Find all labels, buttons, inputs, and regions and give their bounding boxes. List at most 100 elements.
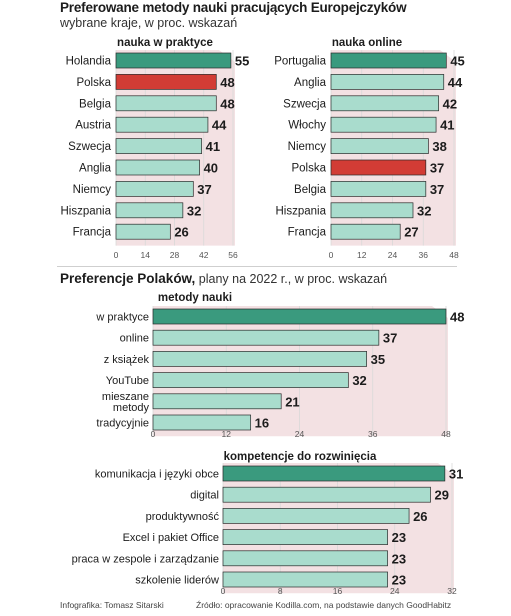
kompetencje-bar	[222, 571, 388, 588]
online-category-label: Polska	[291, 163, 326, 175]
praktyce-category-label: Anglia	[79, 163, 112, 175]
kompetencje-category-label: praca w zespole i zarządzanie	[72, 553, 219, 565]
metody-tick-label: 12	[222, 429, 232, 439]
praktyce-value-label: 40	[204, 161, 218, 176]
online-tick-label: 12	[357, 250, 367, 260]
kompetencje-value-label: 23	[392, 573, 406, 588]
online-value-label: 37	[430, 182, 444, 197]
praktyce-value-label: 55	[235, 54, 249, 69]
kompetencje-value-label: 29	[435, 488, 449, 503]
footer-source: Źródło: opracowanie Kodilla.com, na pods…	[196, 600, 452, 610]
kompetencje-bar	[222, 508, 410, 524]
section-title: Preferencje Polaków, plany na 2022 r., w…	[60, 271, 387, 286]
online-bar	[330, 138, 429, 154]
online-category-label: Belgia	[294, 184, 327, 196]
metody-category-label: tradycyjnie	[96, 418, 149, 430]
metody-category-label: mieszane metody	[102, 391, 150, 414]
chart-heading-online: nauka online	[331, 37, 403, 49]
kompetencje-tick-label: 8	[278, 586, 283, 596]
online-category-label: Anglia	[294, 77, 327, 89]
chart-title: Preferowane metody nauki pracujących Eur…	[60, 0, 407, 15]
praktyce-bar	[115, 159, 200, 176]
metody-tick-label: 0	[151, 429, 156, 439]
online-tick-label: 24	[388, 250, 398, 260]
online-bar	[330, 116, 437, 133]
metody-tick-label: 36	[368, 429, 378, 439]
kompetencje-bar	[222, 529, 388, 545]
praktyce-tick-label: 14	[141, 250, 151, 260]
divider	[57, 266, 457, 267]
praktyce-tick-label: 0	[114, 250, 119, 260]
metody-value-label: 16	[255, 416, 269, 431]
kompetencje-value-label: 26	[413, 509, 427, 524]
praktyce-bar	[115, 74, 217, 90]
chart-heading-metody: metody nauki	[157, 292, 233, 304]
kompetencje-category-label: szkolenie liderów	[135, 575, 219, 587]
chart-heading-praktyce: nauka w praktyce	[117, 37, 213, 49]
metody-category-label: online	[120, 333, 149, 345]
kompetencje-value-label: 23	[392, 551, 406, 566]
metody-category-label: YouTube	[106, 375, 149, 387]
online-category-label: Niemcy	[288, 141, 327, 153]
praktyce-tick-label: 28	[170, 250, 180, 260]
online-bar	[330, 159, 427, 176]
online-value-label: 27	[404, 225, 418, 240]
online-category-label: Francja	[288, 227, 327, 239]
metody-value-label: 35	[371, 352, 385, 367]
online-category-label: Portugalia	[274, 56, 326, 68]
praktyce-bar	[115, 52, 232, 69]
online-category-label: Włochy	[288, 120, 326, 132]
metody-value-label: 37	[383, 331, 397, 346]
praktyce-value-label: 48	[220, 96, 234, 111]
kompetencje-bar	[222, 465, 446, 482]
praktyce-bar	[115, 138, 203, 154]
online-bar	[330, 202, 414, 219]
praktyce-value-label: 44	[212, 118, 227, 133]
kompetencje-tick-label: 32	[447, 586, 457, 596]
praktyce-value-label: 41	[206, 139, 220, 154]
praktyce-tick-label: 42	[199, 250, 209, 260]
praktyce-category-label: Austria	[75, 120, 111, 132]
online-value-label: 32	[417, 203, 431, 218]
online-tick-label: 36	[419, 250, 429, 260]
praktyce-value-label: 32	[187, 203, 201, 218]
kompetencje-category-label: digital	[190, 490, 219, 502]
praktyce-bar	[115, 202, 184, 219]
metody-bar	[152, 414, 252, 431]
metody-value-label: 21	[285, 394, 299, 409]
online-value-label: 42	[443, 96, 457, 111]
online-bar	[330, 181, 427, 197]
praktyce-bar	[115, 95, 217, 112]
praktyce-value-label: 48	[220, 75, 234, 90]
footer-credit: Infografika: Tomasz Sitarski	[60, 600, 164, 610]
praktyce-bar	[115, 116, 209, 133]
kompetencje-tick-label: 0	[221, 586, 226, 596]
online-value-label: 41	[440, 118, 454, 133]
kompetencje-category-label: komunikacja i języki obce	[95, 469, 219, 481]
praktyce-bar	[115, 223, 171, 240]
chart-heading-kompetencje: kompetencje do rozwinięcia	[223, 451, 377, 463]
online-value-label: 37	[430, 161, 444, 176]
online-bar	[330, 74, 445, 90]
kompetencje-value-label: 31	[449, 467, 463, 482]
section-title-bold: Preferencje Polaków,	[60, 271, 196, 286]
section-title-rest: plany na 2022 r., w proc. wskazań	[195, 272, 388, 286]
metody-tick-label: 48	[441, 429, 451, 439]
online-category-label: Szwecja	[283, 98, 326, 110]
online-value-label: 44	[448, 75, 463, 90]
metody-category-label: w praktyce	[95, 312, 149, 324]
praktyce-category-label: Polska	[76, 77, 111, 89]
online-bar	[330, 52, 447, 69]
metody-bar	[152, 308, 447, 325]
praktyce-value-label: 37	[197, 182, 211, 197]
chart-subtitle: wybrane kraje, w proc. wskazań	[60, 16, 238, 30]
online-bar	[330, 223, 401, 240]
online-bar	[330, 95, 439, 112]
praktyce-category-label: Hiszpania	[61, 205, 112, 217]
kompetencje-tick-label: 24	[390, 586, 400, 596]
online-value-label: 38	[432, 139, 446, 154]
praktyce-category-label: Szwecja	[68, 141, 111, 153]
metody-bar	[152, 329, 380, 346]
kompetencje-tick-label: 16	[333, 586, 343, 596]
